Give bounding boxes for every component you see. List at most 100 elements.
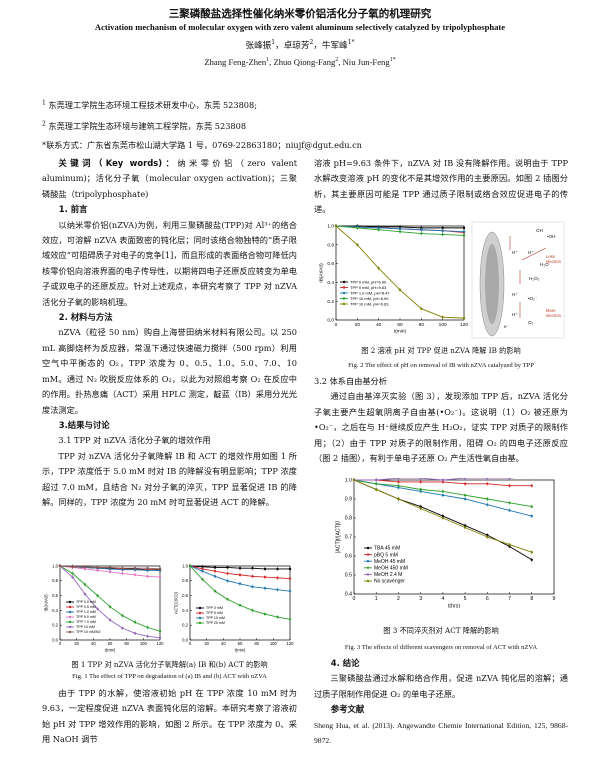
figure-1-caption-cn: 图 1 TPP 对 nZVA 活化分子氧降解(a) IB 和(b) ACT 的影… [71, 660, 268, 669]
paragraph-radicals: 通过自由基淬灭实验（图 3），发现添加 TPP 后，nZVA 活化分子氧主要产生… [314, 391, 568, 464]
legend-marker [198, 606, 202, 610]
legend-label: TPP 7.0 mM [76, 620, 96, 624]
legend-label: TPP 0 mM, pH=9.63 [350, 285, 387, 290]
y-tick-label: 0.6 [52, 593, 58, 598]
author-en-1-sup: 1 [266, 57, 270, 64]
legend-marker [342, 297, 346, 300]
author-3-sup: 1* [347, 39, 355, 47]
author-2-sup: 2 [309, 39, 314, 47]
y-tick-label: 0.4 [345, 592, 352, 598]
legend-label: TBA 45 mM [374, 546, 400, 552]
x-tick-label: 60 [397, 322, 403, 328]
y-tick-label: 0.0 [52, 637, 58, 642]
keywords-label: 关键词（Key words)： [58, 158, 178, 168]
x-tick-label: 0 [353, 596, 356, 602]
left-column: 关键词（Key words)：纳米零价铝（zero valent aluminu… [42, 156, 297, 510]
legend-label: TPP 0.0 mM [76, 600, 96, 604]
figure-1: 0 20 40 60 80 100 120 0.0 0.2 0.4 0.6 0.8 1.0 t(min) I… [42, 562, 297, 656]
paper-title-en: Activation mechanism of molecular oxygen… [94, 22, 506, 32]
contact-info: *联系方式：广东省东莞市松山湖大学路 1 号，0769-22863180；niu… [42, 140, 362, 150]
inset-label: H₂O₂ [529, 276, 540, 281]
legend-label: TPP 20 mM [206, 621, 225, 625]
inset-label: H⁺ [512, 292, 518, 297]
inset-label: H⁺ [512, 250, 518, 255]
section-4-heading: 4. 结论 [330, 658, 360, 668]
affiliation-2-text: 东莞理工学院生态环境与建筑工程学院，东莞 523808 [45, 121, 247, 131]
inset-label: •O₂⁻ [528, 296, 538, 301]
legend-marker [342, 286, 346, 289]
legend-label: TPP 0.5 mM [76, 605, 96, 609]
legend-label: TPP 10 mM, pH=9.63 [350, 301, 389, 306]
y-tick-label: 0.2 [182, 623, 188, 628]
y-tick-label: 0.8 [345, 516, 352, 522]
inset-label: H⁺ [512, 312, 518, 317]
paragraph-results-1: TPP 对 nZVA 活化分子氧降解 IB 和 ACT 的增效作用如图 1 所示… [42, 450, 297, 507]
paragraph-intro: 以纳米零价铝(nZVA)为例，利用三聚磷酸盐(TPP)对 Al³⁺的络合效应，可… [42, 219, 297, 307]
x-tick-label: 100 [270, 641, 278, 646]
authors-en: Zhang Feng-Zhen1, Zhuo Qiong-Fang2, Niu … [0, 57, 600, 67]
legend-marker [68, 630, 72, 634]
legend-marker [366, 579, 370, 583]
x-axis-label: t(min) [235, 647, 246, 652]
legend-label: No scavenger [374, 579, 405, 585]
legend-marker [342, 291, 346, 295]
figure-3-chart: 0 1 2 3 4 5 6 7 8 9 0.4 0.5 0.6 0.7 0.8 0.9 1.0 t(hrs) [AC… [336, 474, 556, 609]
x-tick-label: 40 [376, 322, 382, 328]
figure-2-chart: 0 20 40 60 80 100 120 0.0 0.2 0.4 0.6 0.8 1.0 t(min) I… [318, 221, 565, 339]
y-tick-label: 0.6 [345, 554, 352, 560]
x-tick-label: 120 [157, 641, 165, 646]
inset-label: OH [536, 228, 543, 233]
legend-label: TPP 0 mM [206, 606, 223, 610]
inset-label: e⁻ [504, 324, 510, 329]
figure-3-caption-cn: 图 3 不同淬灭剂对 ACT 降解的影响 [383, 626, 499, 635]
x-tick-label: 2 [397, 596, 400, 602]
legend-marker [68, 625, 72, 629]
keywords-text: 纳米零价铝（zero valent aluminum)；活化分子氧（molecu… [42, 158, 298, 199]
legend-marker [342, 302, 346, 306]
x-tick-label: 9 [553, 596, 556, 602]
legend-label: TPP 5 mM [206, 611, 223, 615]
legend-marker [198, 616, 202, 620]
affiliation-2-sup: 2 [42, 120, 46, 128]
legend-label: TPP 1.0 mM [76, 610, 96, 614]
section-1-heading: 1. 前言 [58, 204, 88, 215]
x-tick-label: 0 [189, 641, 192, 646]
y-tick-label: 1.0 [345, 478, 352, 484]
y-tick-label: 1.0 [52, 563, 58, 568]
x-tick-label: 100 [140, 641, 148, 646]
inset-label: •OH [547, 234, 556, 239]
right-column-mid: 3.2 体系自由基分析 通过自由基淬灭实验（图 3），发现添加 TPP 后，nZ… [314, 374, 568, 466]
legend-label: TPP 5.0 mM [76, 615, 96, 619]
x-axis-label: t(hrs) [448, 603, 460, 608]
author-en-2: , Zhuo Qiong-Fang [269, 57, 336, 67]
y-tick-label: 0.4 [182, 608, 188, 613]
y-axis-label: ACT(Ct/C0) [174, 591, 179, 613]
section-2-heading: 2. 材料与方法 [58, 312, 113, 323]
x-tick-label: 120 [460, 322, 468, 328]
legend-marker [198, 621, 202, 625]
legend-label: TPP 10 mM, pH=6.90 [350, 296, 389, 301]
x-tick-label: 60 [238, 641, 243, 646]
legend-label: MeOH 450 mM [374, 565, 408, 571]
legend-marker [68, 605, 72, 609]
legend-marker [366, 560, 370, 563]
y-tick-label: 0.5 [345, 573, 352, 579]
affiliation-1-sup: 1 [42, 99, 46, 107]
y-tick-label: 0.8 [182, 578, 188, 583]
x-tick-label: 1 [375, 596, 378, 602]
right-column-bottom: 4. 结论 三聚磷酸盐通过水解和络合作用，促进 nZVA 钝化层的溶解；通过质子… [314, 656, 568, 748]
section-3-heading: 3.结果与讨论 [58, 419, 110, 430]
x-axis-label: t(min) [394, 329, 407, 335]
series-line [59, 565, 161, 639]
x-tick-label: 100 [439, 322, 447, 328]
author-2: ，卓琼芳 [275, 41, 310, 51]
legend-label: TPP 1.0 mM, pH=8.47 [350, 290, 390, 295]
y-tick-label: 0.0 [182, 637, 188, 642]
author-en-3: , Niu Jun-Feng [338, 57, 390, 67]
y-tick-label: 0.2 [327, 299, 334, 305]
x-tick-label: 20 [204, 641, 209, 646]
particle-inner [485, 244, 499, 324]
left-column-bottom: 由于 TPP 的水解，使溶液初始 pH 在 TPP 浓度 10 mM 时为 9.… [42, 686, 297, 748]
inset-label: H⁺ [528, 250, 534, 255]
legend-label: pBQ 5 mM [374, 552, 398, 558]
